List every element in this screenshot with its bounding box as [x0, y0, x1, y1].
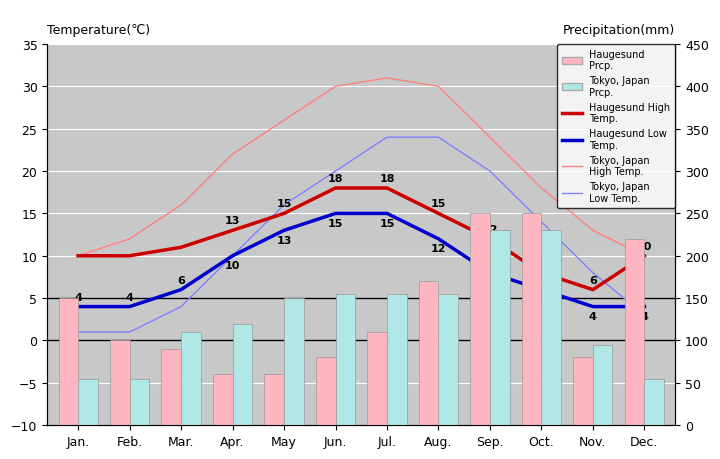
Text: 4: 4 [74, 293, 82, 302]
Legend: Haugesund
Prcp., Tokyo, Japan
Prcp., Haugesund High
Temp., Haugesund Low
Temp., : Haugesund Prcp., Tokyo, Japan Prcp., Hau… [557, 45, 675, 208]
Bar [284, 298, 304, 425]
Bar [130, 379, 149, 425]
Bar [110, 341, 130, 425]
Text: 6: 6 [538, 294, 545, 304]
Bar [573, 358, 593, 425]
Bar [522, 214, 541, 425]
Text: 18: 18 [328, 174, 343, 184]
Bar [58, 298, 78, 425]
Text: 4: 4 [641, 311, 648, 321]
Text: 10: 10 [225, 260, 240, 270]
Text: Temperature(℃): Temperature(℃) [48, 24, 150, 37]
Bar [419, 281, 438, 425]
Text: 4: 4 [589, 311, 597, 321]
Bar [367, 332, 387, 425]
Text: 6: 6 [177, 276, 185, 286]
Text: 18: 18 [379, 174, 395, 184]
Bar [438, 294, 458, 425]
Bar [264, 375, 284, 425]
Text: 10: 10 [636, 241, 652, 251]
Text: 15: 15 [328, 218, 343, 228]
Text: 6: 6 [589, 275, 597, 285]
Text: 15: 15 [379, 218, 395, 228]
Bar [78, 379, 98, 425]
Bar [316, 358, 336, 425]
Bar [625, 239, 644, 425]
Bar [470, 214, 490, 425]
Bar [387, 294, 407, 425]
Text: 13: 13 [276, 235, 292, 245]
Bar [593, 345, 613, 425]
Bar [161, 349, 181, 425]
Bar [490, 231, 510, 425]
Text: 8: 8 [486, 277, 494, 287]
Text: 8: 8 [538, 258, 545, 268]
Bar [233, 324, 252, 425]
Text: 15: 15 [276, 199, 292, 209]
Bar [213, 375, 233, 425]
Text: 12: 12 [482, 224, 498, 234]
Text: 12: 12 [431, 244, 446, 253]
Bar [336, 294, 355, 425]
Bar [181, 332, 201, 425]
Text: 13: 13 [225, 216, 240, 226]
Text: Precipitation(mm): Precipitation(mm) [563, 24, 675, 37]
Text: 15: 15 [431, 199, 446, 209]
Bar [644, 379, 664, 425]
Bar [541, 231, 561, 425]
Text: 4: 4 [126, 293, 133, 302]
